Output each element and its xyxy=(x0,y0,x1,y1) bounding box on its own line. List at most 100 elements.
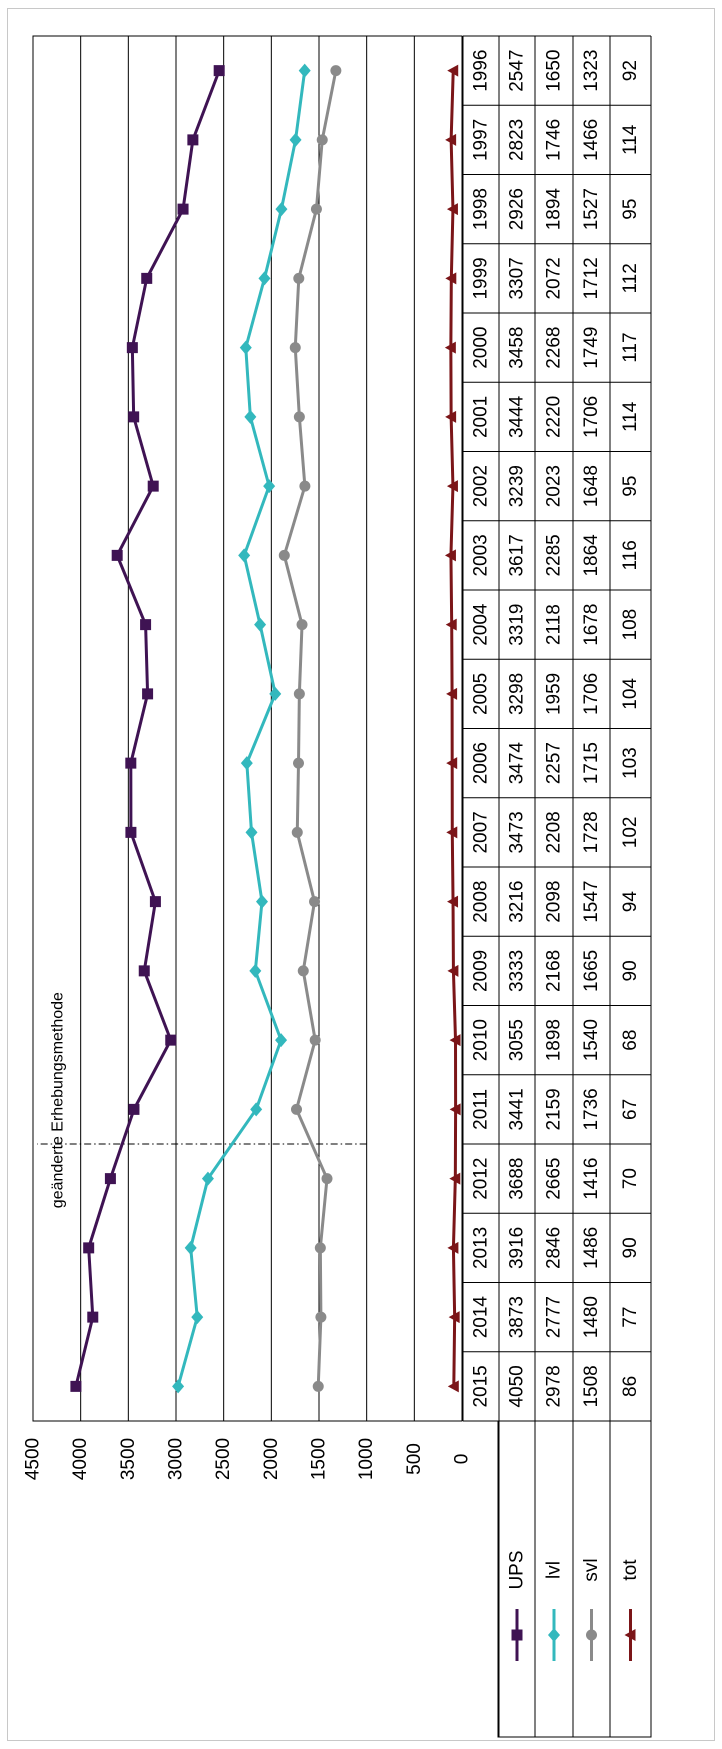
data-label-svl-2010: 1540 xyxy=(581,1019,602,1061)
data-label-tot-2002: 95 xyxy=(620,476,641,497)
point-lvl-2005 xyxy=(269,686,282,701)
data-label-lvl-2008: 2098 xyxy=(544,880,565,922)
data-label-tot-2013: 90 xyxy=(620,1237,641,1258)
data-label-lvl-2007: 2208 xyxy=(544,811,565,853)
point-svl-1997 xyxy=(316,134,328,146)
point-UPS-1996 xyxy=(213,65,225,77)
point-tot-2012 xyxy=(449,1172,461,1185)
point-tot-2009 xyxy=(447,964,459,977)
category-label-1996: 1996 xyxy=(471,49,492,91)
point-lvl-1997 xyxy=(289,132,302,147)
data-label-tot-2003: 116 xyxy=(620,540,641,570)
data-label-lvl-1996: 1650 xyxy=(544,49,565,91)
point-lvl-2003 xyxy=(238,548,251,563)
data-label-lvl-2006: 2257 xyxy=(544,742,565,784)
data-label-tot-2010: 68 xyxy=(620,1030,641,1051)
y-tick-label-3000: 3000 xyxy=(166,1438,187,1480)
point-UPS-2009 xyxy=(138,965,150,977)
point-lvl-2001 xyxy=(244,409,257,424)
point-svl-2015 xyxy=(312,1380,324,1392)
point-tot-2001 xyxy=(445,410,457,423)
category-label-2001: 2001 xyxy=(471,396,492,438)
point-lvl-2002 xyxy=(263,479,276,494)
category-label-2003: 2003 xyxy=(471,534,492,576)
y-tick-label-1000: 1000 xyxy=(356,1438,377,1480)
point-UPS-2002 xyxy=(147,480,159,492)
data-label-tot-2006: 103 xyxy=(620,747,641,779)
category-label-2004: 2004 xyxy=(471,603,492,646)
data-label-UPS-2002: 3239 xyxy=(507,465,528,507)
y-tick-label-500: 500 xyxy=(404,1443,425,1475)
data-label-svl-2008: 1547 xyxy=(581,880,602,922)
y-tick-label-3500: 3500 xyxy=(118,1438,139,1480)
data-label-lvl-2012: 2665 xyxy=(544,1157,565,1199)
point-lvl-1996 xyxy=(298,63,311,78)
point-svl-1999 xyxy=(293,272,305,284)
data-label-tot-2000: 117 xyxy=(620,332,641,362)
point-svl-2002 xyxy=(299,480,311,492)
point-svl-2012 xyxy=(321,1173,333,1185)
data-label-svl-1997: 1466 xyxy=(581,119,602,161)
series-line-UPS xyxy=(74,70,221,1387)
point-tot-2011 xyxy=(449,1103,461,1116)
point-UPS-2001 xyxy=(128,411,140,423)
data-label-lvl-2000: 2268 xyxy=(544,326,565,368)
data-label-tot-2015: 86 xyxy=(620,1376,641,1397)
data-label-UPS-1999: 3307 xyxy=(507,257,528,299)
point-svl-2006 xyxy=(293,757,305,769)
point-tot-2015 xyxy=(447,1380,459,1393)
point-svl-2003 xyxy=(278,549,290,561)
point-svl-2000 xyxy=(289,342,301,354)
category-label-2009: 2009 xyxy=(471,950,492,992)
data-label-svl-2000: 1749 xyxy=(581,326,602,368)
data-label-lvl-2003: 2285 xyxy=(544,534,565,576)
chart-frame: 0 500 1000 1500 2000 2500 3000 3500 4000 4500 geän… xyxy=(7,8,715,1741)
point-UPS-2003 xyxy=(111,549,123,561)
data-label-lvl-2004: 2118 xyxy=(544,604,565,645)
data-label-svl-2004: 1678 xyxy=(581,603,602,645)
data-label-lvl-1998: 1894 xyxy=(544,188,565,231)
data-label-svl-2009: 1665 xyxy=(581,950,602,992)
y-tick-label-4000: 4000 xyxy=(70,1438,91,1480)
legend-marker-UPS xyxy=(511,1629,523,1641)
y-tick-label-2500: 2500 xyxy=(213,1438,234,1480)
data-label-UPS-2004: 3319 xyxy=(507,603,528,645)
point-lvl-2010 xyxy=(275,1033,288,1048)
point-svl-2009 xyxy=(297,965,309,977)
legend-marker-svl xyxy=(586,1629,597,1641)
annotation-label: geänderte Erhebungsmethode xyxy=(50,992,67,1208)
data-label-lvl-1997: 1746 xyxy=(544,119,565,161)
legend-label-lvl: lvl xyxy=(544,1561,565,1579)
point-tot-2000 xyxy=(444,341,456,354)
data-label-UPS-2003: 3617 xyxy=(507,534,528,576)
data-label-svl-2005: 1706 xyxy=(581,673,602,715)
category-label-2002: 2002 xyxy=(471,465,492,507)
point-UPS-2000 xyxy=(126,342,138,354)
data-label-svl-1996: 1323 xyxy=(581,49,602,91)
point-tot-2013 xyxy=(447,1241,459,1254)
data-label-UPS-2001: 3444 xyxy=(507,395,528,438)
point-svl-2013 xyxy=(314,1242,326,1254)
point-lvl-2008 xyxy=(255,894,268,909)
legend-label-UPS: UPS xyxy=(507,1550,528,1589)
series-line-svl xyxy=(282,70,338,1387)
data-label-svl-2013: 1486 xyxy=(581,1227,602,1269)
category-label-1999: 1999 xyxy=(471,257,492,299)
point-svl-2011 xyxy=(291,1103,303,1115)
data-label-UPS-2006: 3474 xyxy=(507,742,528,785)
data-label-UPS-1997: 2823 xyxy=(507,119,528,161)
category-label-2000: 2000 xyxy=(471,326,492,368)
data-label-svl-2001: 1706 xyxy=(581,396,602,438)
data-label-UPS-2010: 3055 xyxy=(507,1019,528,1061)
point-lvl-1998 xyxy=(275,202,288,217)
legend-box xyxy=(497,1420,652,1738)
data-label-lvl-2011: 2159 xyxy=(544,1088,565,1130)
point-svl-2010 xyxy=(309,1034,321,1046)
point-tot-2008 xyxy=(447,895,459,908)
category-label-2010: 2010 xyxy=(471,1019,492,1061)
category-label-2012: 2012 xyxy=(471,1157,492,1199)
data-label-lvl-2002: 2023 xyxy=(544,465,565,507)
point-lvl-2000 xyxy=(239,340,252,355)
category-label-2013: 2013 xyxy=(471,1227,492,1269)
category-label-2005: 2005 xyxy=(471,673,492,715)
